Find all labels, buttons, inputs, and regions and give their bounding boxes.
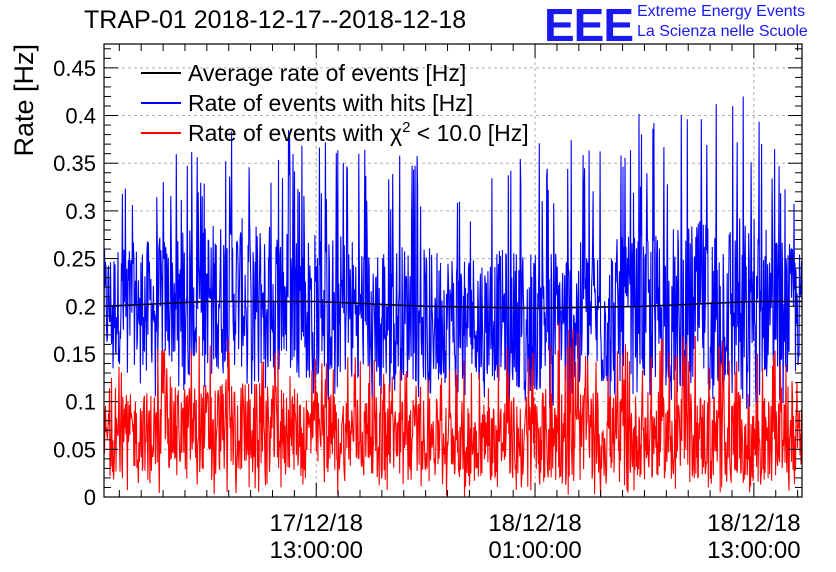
plot-frame	[103, 43, 803, 498]
legend-hits-label: Rate of events with hits [Hz]	[188, 90, 473, 116]
x-tick-label-date: 18/12/18	[707, 510, 800, 537]
logo-text: Extreme Energy Events La Scienza nelle S…	[637, 2, 808, 42]
y-tick-label: 0.35	[53, 151, 96, 176]
plot-area	[104, 96, 802, 497]
y-tick-label: 0.15	[53, 342, 96, 367]
y-tick-label: 0.4	[65, 104, 96, 129]
series-chi2-line	[104, 322, 802, 497]
y-tick-label: 0	[84, 485, 96, 510]
eee-logo: EEE	[544, 0, 634, 51]
x-tick-label-time: 13:00:00	[270, 537, 363, 564]
logo-line-1: Extreme Energy Events	[637, 3, 806, 20]
legend-average-label: Average rate of events [Hz]	[188, 60, 466, 86]
x-tick-label-date: 18/12/18	[488, 510, 581, 537]
y-tick-label: 0.1	[65, 390, 96, 415]
y-axis-label: Rate [Hz]	[9, 44, 39, 157]
series-average-line-top	[104, 300, 802, 309]
chart-title: TRAP-01 2018-12-17--2018-12-18	[84, 6, 467, 34]
logo-line-2: La Scienza nelle Scuole	[637, 23, 808, 40]
y-tick-label: 0.2	[65, 294, 96, 319]
y-tick-label: 0.05	[53, 437, 96, 462]
y-tick-label: 0.3	[65, 199, 96, 224]
legend-chi2-label: Rate of events with χ2 < 10.0 [Hz]	[188, 119, 529, 146]
series-hits-line	[104, 96, 802, 409]
x-tick-label-time: 13:00:00	[707, 537, 800, 564]
x-tick-label-time: 01:00:00	[488, 537, 581, 564]
x-tick-label-date: 17/12/18	[270, 510, 363, 537]
y-tick-label: 0.25	[53, 247, 96, 272]
y-tick-label: 0.45	[53, 56, 96, 81]
